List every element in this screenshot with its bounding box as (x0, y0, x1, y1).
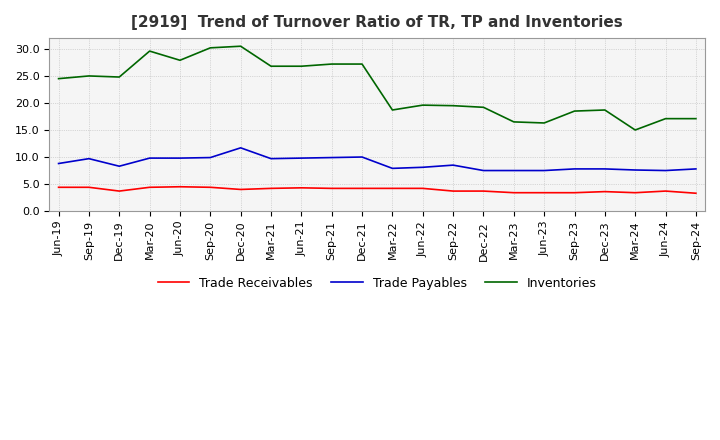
Inventories (540, 120, 549, 125)
Inventories (236, 44, 245, 49)
Line: Trade Payables: Trade Payables (58, 148, 696, 171)
Inventories (145, 48, 154, 54)
Inventories (692, 116, 701, 121)
Trade Payables (176, 155, 184, 161)
Inventories (115, 74, 124, 80)
Trade Payables (540, 168, 549, 173)
Trade Payables (479, 168, 487, 173)
Trade Receivables (388, 186, 397, 191)
Trade Receivables (54, 185, 63, 190)
Inventories (570, 108, 579, 114)
Inventories (449, 103, 457, 108)
Trade Receivables (570, 190, 579, 195)
Trade Payables (266, 156, 275, 161)
Trade Receivables (115, 188, 124, 194)
Inventories (85, 73, 94, 79)
Trade Payables (418, 165, 427, 170)
Trade Receivables (358, 186, 366, 191)
Inventories (510, 119, 518, 125)
Inventories (661, 116, 670, 121)
Trade Receivables (266, 186, 275, 191)
Trade Payables (449, 162, 457, 168)
Inventories (328, 62, 336, 67)
Trade Receivables (176, 184, 184, 189)
Trade Receivables (540, 190, 549, 195)
Trade Payables (328, 155, 336, 160)
Trade Payables (570, 166, 579, 172)
Trade Payables (85, 156, 94, 161)
Trade Payables (631, 167, 639, 172)
Trade Payables (297, 155, 306, 161)
Trade Receivables (145, 185, 154, 190)
Line: Inventories: Inventories (58, 46, 696, 130)
Trade Receivables (328, 186, 336, 191)
Trade Receivables (236, 187, 245, 192)
Trade Receivables (206, 185, 215, 190)
Trade Payables (206, 155, 215, 160)
Trade Payables (54, 161, 63, 166)
Trade Payables (388, 166, 397, 171)
Inventories (297, 63, 306, 69)
Trade Payables (145, 155, 154, 161)
Trade Payables (115, 164, 124, 169)
Inventories (54, 76, 63, 81)
Trade Receivables (692, 191, 701, 196)
Trade Payables (692, 166, 701, 172)
Legend: Trade Receivables, Trade Payables, Inventories: Trade Receivables, Trade Payables, Inven… (153, 272, 601, 295)
Trade Payables (236, 145, 245, 150)
Trade Receivables (479, 188, 487, 194)
Trade Receivables (661, 188, 670, 194)
Inventories (418, 103, 427, 108)
Trade Payables (661, 168, 670, 173)
Trade Receivables (85, 185, 94, 190)
Title: [2919]  Trend of Turnover Ratio of TR, TP and Inventories: [2919] Trend of Turnover Ratio of TR, TP… (131, 15, 623, 30)
Inventories (206, 45, 215, 51)
Inventories (388, 107, 397, 113)
Trade Receivables (297, 185, 306, 191)
Trade Receivables (600, 189, 609, 194)
Inventories (631, 127, 639, 132)
Trade Payables (358, 154, 366, 160)
Trade Payables (600, 166, 609, 172)
Inventories (358, 62, 366, 67)
Trade Receivables (449, 188, 457, 194)
Inventories (479, 105, 487, 110)
Inventories (600, 107, 609, 113)
Inventories (266, 63, 275, 69)
Line: Trade Receivables: Trade Receivables (58, 187, 696, 193)
Inventories (176, 58, 184, 63)
Trade Payables (510, 168, 518, 173)
Trade Receivables (510, 190, 518, 195)
Trade Receivables (418, 186, 427, 191)
Trade Receivables (631, 190, 639, 195)
